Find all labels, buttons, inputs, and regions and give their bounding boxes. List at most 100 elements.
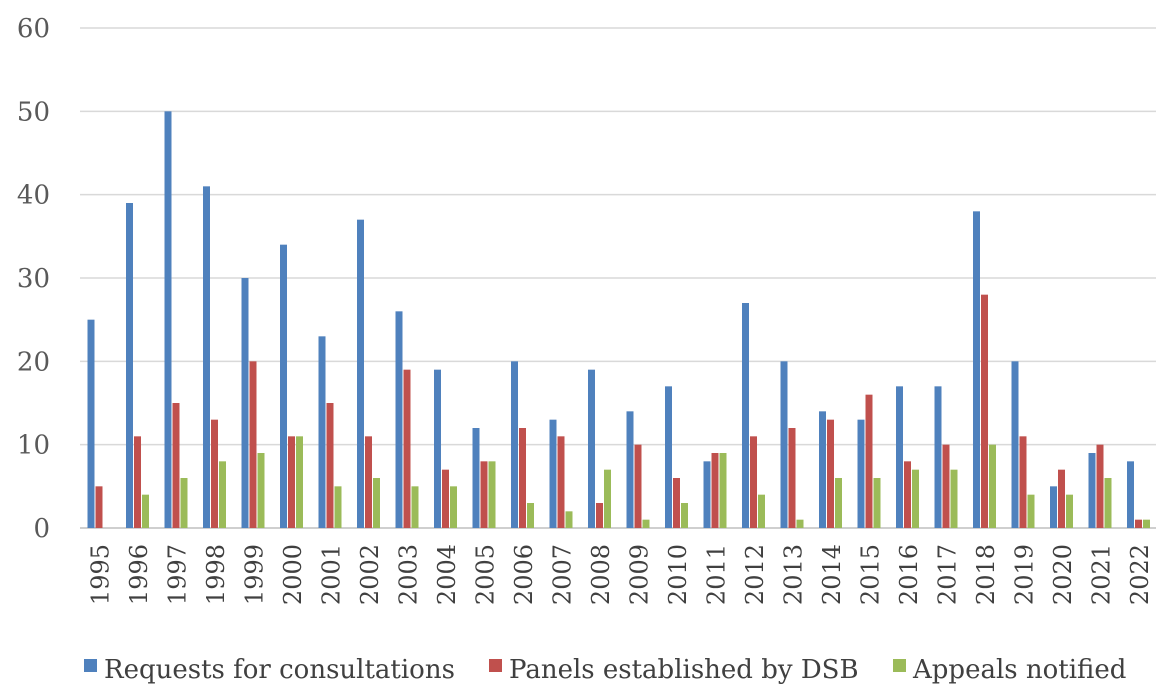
bar-appeals-notified [565, 511, 573, 528]
bar-panels-established-by-dsb [981, 294, 988, 528]
bar-requests-for-consultations [203, 186, 210, 529]
legend-label: Panels established by DSB [509, 655, 859, 684]
bar-panels-established-by-dsb [788, 428, 796, 528]
bar-appeals-notified [989, 444, 996, 528]
legend-swatch [489, 659, 502, 672]
bar-requests-for-consultations [703, 461, 711, 528]
bar-panels-established-by-dsb [249, 361, 257, 528]
bar-appeals-notified [1104, 478, 1112, 528]
bar-requests-for-consultations [665, 386, 672, 528]
bar-requests-for-consultations [87, 319, 95, 528]
x-tick-label: 2013 [780, 544, 808, 605]
x-tick-label: 2017 [934, 544, 962, 605]
bar-appeals-notified [950, 469, 958, 528]
bar-requests-for-consultations [819, 411, 826, 528]
x-tick-label: 2014 [818, 544, 846, 605]
bar-panels-established-by-dsb [634, 444, 642, 528]
bars [87, 111, 1150, 529]
bar-appeals-notified [450, 486, 457, 528]
x-tick-label: 2000 [279, 544, 307, 605]
x-tick-label: 2021 [1088, 544, 1116, 605]
bar-appeals-notified [527, 503, 534, 528]
bar-requests-for-consultations [1088, 453, 1096, 528]
y-tick-label: 10 [17, 431, 50, 461]
bar-requests-for-consultations [934, 386, 942, 528]
bar-appeals-notified [1027, 494, 1035, 528]
x-tick-label: 1998 [202, 544, 230, 605]
bar-panels-established-by-dsb [442, 469, 449, 528]
bar-panels-established-by-dsb [211, 419, 218, 528]
x-tick-label: 2006 [510, 544, 538, 605]
bar-requests-for-consultations [434, 369, 441, 528]
bar-panels-established-by-dsb [95, 486, 103, 528]
x-tick-label: 1995 [87, 544, 115, 605]
bar-appeals-notified [334, 486, 342, 528]
bar-panels-established-by-dsb [865, 394, 873, 528]
bar-requests-for-consultations [395, 311, 403, 528]
bar-appeals-notified [604, 469, 611, 528]
x-axis-ticks: 1995 1996 1997 1998 1999 2000 2001 2002 2003 2004… [87, 544, 1155, 605]
bar-requests-for-consultations [588, 369, 595, 528]
bar-appeals-notified [296, 436, 303, 528]
y-tick-label: 40 [17, 181, 50, 211]
x-tick-label: 2012 [741, 544, 769, 605]
bar-appeals-notified [180, 478, 188, 528]
x-tick-label: 2010 [664, 544, 692, 605]
bar-appeals-notified [257, 453, 265, 528]
legend-swatch [893, 659, 906, 672]
x-tick-label: 1997 [164, 544, 192, 605]
x-tick-label: 2022 [1126, 544, 1154, 605]
bar-panels-established-by-dsb [673, 478, 680, 528]
bar-panels-established-by-dsb [942, 444, 950, 528]
bar-appeals-notified [642, 519, 650, 528]
x-tick-label: 2005 [472, 544, 500, 605]
bar-panels-established-by-dsb [326, 403, 334, 528]
bar-requests-for-consultations [626, 411, 634, 528]
x-tick-label: 2011 [703, 544, 731, 605]
bar-requests-for-consultations [742, 303, 749, 528]
bar-requests-for-consultations [164, 111, 172, 528]
bar-requests-for-consultations [1011, 361, 1019, 528]
bar-panels-established-by-dsb [596, 503, 603, 528]
bar-appeals-notified [373, 478, 380, 528]
bar-requests-for-consultations [857, 419, 865, 528]
x-tick-label: 2009 [626, 544, 654, 605]
y-tick-label: 30 [17, 264, 50, 294]
legend-label: Appeals notified [912, 655, 1126, 684]
bar-requests-for-consultations [549, 419, 557, 528]
y-axis-ticks: 0 10 20 30 40 50 60 [17, 14, 50, 544]
bar-requests-for-consultations [472, 428, 480, 528]
bar-appeals-notified [1143, 519, 1150, 528]
bar-panels-established-by-dsb [519, 428, 526, 528]
bar-appeals-notified [219, 461, 226, 528]
x-tick-label: 2003 [395, 544, 423, 605]
bar-appeals-notified [488, 461, 496, 528]
bar-appeals-notified [142, 494, 149, 528]
y-tick-label: 60 [17, 14, 50, 44]
x-tick-label: 2002 [356, 544, 384, 605]
x-tick-label: 2019 [1011, 544, 1039, 605]
y-tick-label: 0 [33, 514, 50, 544]
x-tick-label: 2004 [433, 544, 461, 605]
bar-appeals-notified [681, 503, 688, 528]
bar-requests-for-consultations [896, 386, 903, 528]
x-tick-label: 2007 [549, 544, 577, 605]
x-tick-label: 2008 [587, 544, 615, 605]
bar-panels-established-by-dsb [1019, 436, 1027, 528]
x-tick-label: 1999 [241, 544, 269, 605]
bar-requests-for-consultations [1127, 461, 1134, 528]
bar-panels-established-by-dsb [1058, 469, 1065, 528]
bar-appeals-notified [411, 486, 419, 528]
bar-panels-established-by-dsb [480, 461, 488, 528]
legend-label: Requests for consultations [104, 655, 455, 684]
bar-requests-for-consultations [280, 244, 287, 528]
x-tick-label: 1996 [125, 544, 153, 605]
x-tick-label: 2020 [1049, 544, 1077, 605]
bar-requests-for-consultations [357, 219, 364, 528]
x-tick-label: 2016 [895, 544, 923, 605]
bar-appeals-notified [719, 453, 727, 528]
x-tick-label: 2001 [318, 544, 346, 605]
bar-panels-established-by-dsb [1135, 519, 1142, 528]
